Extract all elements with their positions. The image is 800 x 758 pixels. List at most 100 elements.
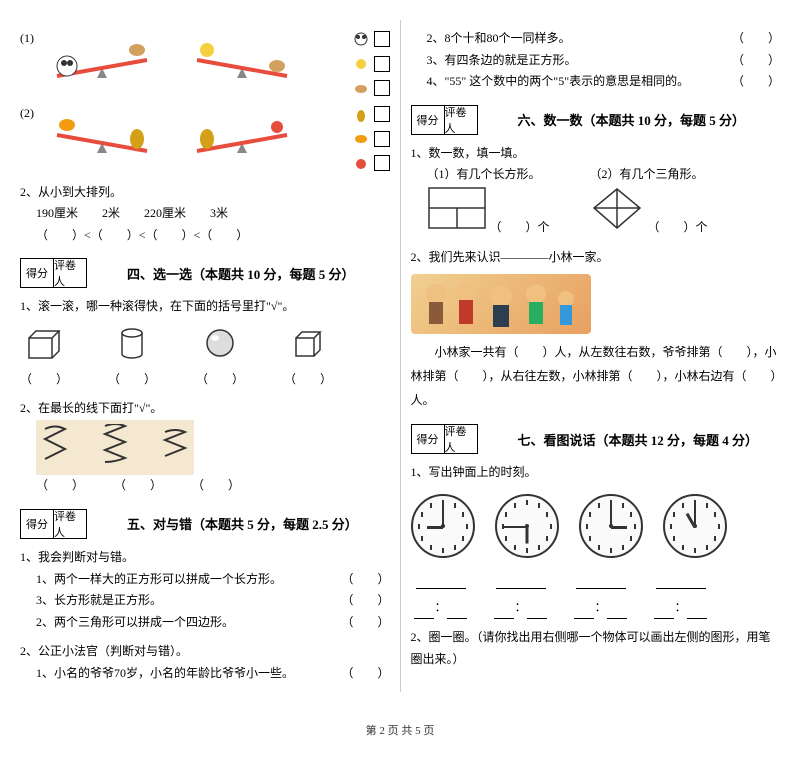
clock: [411, 494, 475, 558]
paren[interactable]: （ ）: [732, 71, 780, 93]
count-paren[interactable]: （ ）个: [490, 220, 550, 234]
s6-q1-2: （2）有几个三角形。: [590, 164, 708, 186]
seesaw-1-left: [42, 28, 162, 88]
chick-icon: [351, 56, 371, 72]
paren[interactable]: （ ）: [108, 369, 156, 391]
clock: [663, 494, 727, 558]
s6-q1: 1、数一数，填一填。 （1）有几个长方形。 （ ）个 （2）有几个三角形。 （ …: [411, 143, 781, 239]
page-container: (1): [20, 20, 780, 692]
time-blank[interactable]: [654, 604, 674, 619]
section-4-title: 四、选一选（本题共 10 分，每题 5 分）: [127, 264, 355, 283]
seesaw-2-right: [182, 103, 302, 163]
s5-q1: 1、我会判断对与错。 1、两个一样大的正方形可以拼成一个长方形。（ ） 3、长方…: [20, 547, 390, 633]
r-top-2: 3、有四条边的就是正方形。: [427, 50, 577, 72]
count-paren[interactable]: （ ）个: [648, 220, 708, 234]
s5-q1-2: 3、长方形就是正方形。: [36, 590, 162, 612]
paren[interactable]: （ ）: [341, 590, 389, 612]
s4-q1: 1、滚一滚，哪一种滚得快，在下面的括号里打"√"。 （ ） （ ） （ ） （ …: [20, 296, 390, 390]
time-blank[interactable]: [607, 604, 627, 619]
q1-label-2: (2): [20, 103, 34, 125]
reviewer-label: 评卷人: [54, 259, 86, 287]
time-sep: ：: [594, 600, 606, 614]
clock: [579, 494, 643, 558]
score-label: 得分: [21, 510, 54, 538]
triangles-figure: [590, 186, 645, 231]
s4-q1-text: 1、滚一滚，哪一种滚得快，在下面的括号里打"√"。: [20, 296, 390, 318]
s6-q2: 2、我们先来认识————小林一家。 小林家一共有（ ）人，从左数往右数，爷爷排第…: [411, 247, 781, 413]
paren[interactable]: （ ）: [20, 369, 68, 391]
time-blank[interactable]: [494, 604, 514, 619]
section-5-header: 得分 评卷人 五、对与错（本题共 5 分，每题 2.5 分）: [20, 509, 390, 539]
time-blank[interactable]: [447, 604, 467, 619]
reviewer-label: 评卷人: [54, 510, 86, 538]
rectangles-figure: [427, 186, 487, 231]
s4-q2-text: 2、在最长的线下面打"√"。: [20, 398, 390, 420]
paren[interactable]: （ ）: [36, 475, 84, 497]
s6-q1-1-wrap: （1）有几个长方形。 （ ）个: [427, 164, 550, 238]
checkbox[interactable]: [374, 106, 390, 122]
animal-checkboxes: [351, 28, 390, 99]
s6-q2-title: 2、我们先来认识————小林一家。: [411, 247, 781, 269]
section-4-header: 得分 评卷人 四、选一选（本题共 10 分，每题 5 分）: [20, 258, 390, 288]
s7-q2-title: 2、圈一圈。（请你找出用右侧哪一个物体可以画出左侧的图形，用笔圈出来。）: [411, 627, 781, 670]
score-box: 得分 评卷人: [20, 258, 87, 288]
paren[interactable]: （ ）: [341, 663, 389, 685]
s6-q1-title: 1、数一数，填一填。: [411, 143, 781, 165]
q2-title: 2、从小到大排列。: [20, 182, 390, 204]
paren[interactable]: （ ）: [196, 369, 244, 391]
score-box: 得分 评卷人: [411, 424, 478, 454]
score-label: 得分: [412, 425, 445, 453]
paren[interactable]: （ ）: [341, 569, 389, 591]
s6-q1-1: （1）有几个长方形。: [427, 164, 550, 186]
time-blank[interactable]: [576, 574, 626, 589]
s7-q1-title: 1、写出钟面上的时刻。: [411, 462, 781, 484]
springs-image: [36, 420, 194, 476]
checkbox[interactable]: [374, 31, 390, 47]
question-2-sort: 2、从小到大排列。 190厘米 2米 220厘米 3米 （ ）<（ ）<（ ）<…: [20, 182, 390, 247]
pineapple-icon: [351, 106, 371, 122]
paren[interactable]: （ ）: [284, 369, 332, 391]
checkbox[interactable]: [374, 56, 390, 72]
time-blank[interactable]: [687, 604, 707, 619]
checkbox[interactable]: [374, 131, 390, 147]
paren[interactable]: （ ）: [732, 50, 780, 72]
time-blank[interactable]: [656, 574, 706, 589]
dog-icon: [351, 80, 371, 96]
page-footer: 第 2 页 共 5 页: [20, 722, 780, 738]
q2-blanks: （ ）<（ ）<（ ）<（ ）: [36, 225, 390, 247]
r-top-3: 4、"55" 这个数中的两个"5"表示的意思是相同的。: [427, 71, 690, 93]
reviewer-label: 评卷人: [445, 425, 477, 453]
reviewer-label: 评卷人: [445, 106, 477, 134]
checkbox[interactable]: [374, 80, 390, 96]
score-label: 得分: [412, 106, 445, 134]
section-6-header: 得分 评卷人 六、数一数（本题共 10 分，每题 5 分）: [411, 105, 781, 135]
paren[interactable]: （ ）: [732, 28, 780, 50]
s5-q1-1: 1、两个一样大的正方形可以拼成一个长方形。: [36, 569, 282, 591]
time-blank[interactable]: [496, 574, 546, 589]
s5-q1-3: 2、两个三角形可以拼成一个四边形。: [36, 612, 234, 634]
paren[interactable]: （ ）: [114, 475, 162, 497]
section-5-title: 五、对与错（本题共 5 分，每题 2.5 分）: [127, 514, 358, 533]
shape-cuboid: （ ）: [20, 326, 68, 390]
paren[interactable]: （ ）: [341, 612, 389, 634]
s7-q1: 1、写出钟面上的时刻。 ： ： ： ：: [411, 462, 781, 619]
left-column: (1): [20, 20, 390, 692]
time-blank[interactable]: [527, 604, 547, 619]
time-blank[interactable]: [416, 574, 466, 589]
s5-q2-title: 2、公正小法官（判断对与错）。: [20, 641, 390, 663]
mango-icon: [351, 131, 371, 147]
time-sep: ：: [514, 600, 526, 614]
clock: [495, 494, 559, 558]
checkbox[interactable]: [374, 155, 390, 171]
seesaw-1-right: [182, 28, 302, 88]
section-7-header: 得分 评卷人 七、看图说话（本题共 12 分，每题 4 分）: [411, 424, 781, 454]
score-label: 得分: [21, 259, 54, 287]
paren[interactable]: （ ）: [192, 475, 240, 497]
time-blank[interactable]: [414, 604, 434, 619]
r-top-1: 2、8个十和80个一同样多。: [427, 28, 571, 50]
q2-items: 190厘米 2米 220厘米 3米: [36, 203, 390, 225]
seesaw-2-left: [42, 103, 162, 163]
s4-q2: 2、在最长的线下面打"√"。 （ ） （ ） （ ）: [20, 398, 390, 497]
s6-q2-text: 小林家一共有（ ）人，从左数往右数，爷爷排第（ ），小林排第（ ），从右往左数，…: [411, 340, 781, 412]
time-blank[interactable]: [574, 604, 594, 619]
